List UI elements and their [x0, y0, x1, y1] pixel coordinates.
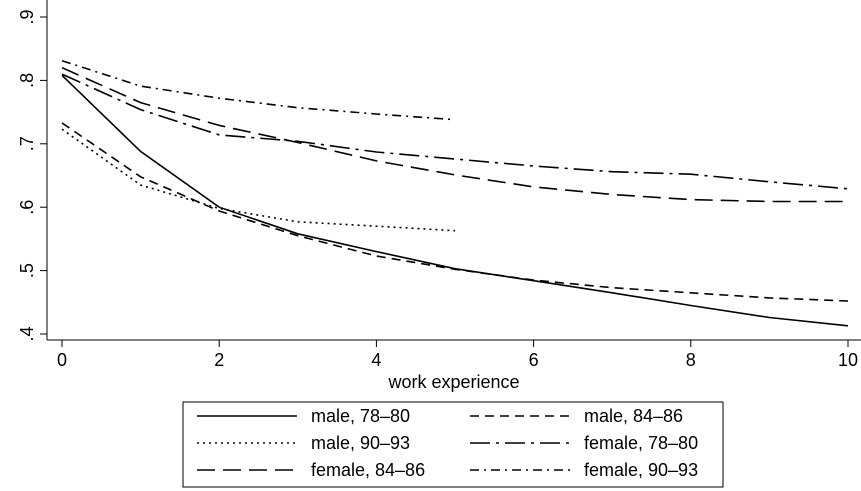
legend-label: male, 78–80: [311, 406, 410, 426]
legend-items: male, 78–80 male, 84–86 male, 90–93 female,…: [197, 406, 698, 480]
y-tick-label: .9: [17, 9, 37, 24]
legend-label: female, 78–80: [584, 433, 698, 453]
x-tick-label: 10: [838, 350, 858, 370]
x-tick-label: 8: [686, 350, 696, 370]
plot-area: .4 .5 .6 .7 .8 .9 0 2 4 6 8 10: [17, 0, 861, 370]
series-line: [61, 128, 456, 232]
series-line: [61, 122, 849, 302]
x-tick-label: 4: [371, 350, 381, 370]
series-line: [61, 66, 848, 203]
series-line: [61, 59, 456, 121]
x-tick-label: 2: [214, 350, 224, 370]
y-tick-label: .7: [17, 136, 37, 151]
x-tick-label: 0: [57, 350, 67, 370]
x-tick-label: 6: [529, 350, 539, 370]
series-lines: [61, 59, 849, 327]
legend: male, 78–80 male, 84–86 male, 90–93 female,…: [182, 401, 724, 488]
y-tick-label: .8: [17, 73, 37, 88]
y-axis-ticks: .4 .5 .6 .7 .8 .9: [17, 9, 47, 342]
legend-label: female, 84–86: [311, 460, 425, 480]
legend-label: male, 84–86: [584, 406, 683, 426]
y-tick-label: .5: [17, 263, 37, 278]
y-tick-label: .6: [17, 200, 37, 215]
x-axis-ticks: 0 2 4 6 8 10: [57, 340, 858, 370]
legend-label: male, 90–93: [311, 433, 410, 453]
x-axis-title: work experience: [387, 372, 519, 392]
y-tick-label: .4: [17, 326, 37, 341]
legend-label: female, 90–93: [584, 460, 698, 480]
series-line: [61, 73, 849, 190]
